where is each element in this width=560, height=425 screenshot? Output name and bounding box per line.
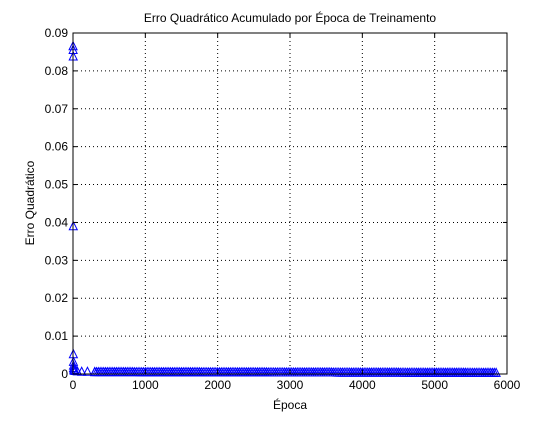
grid-lines xyxy=(73,33,507,374)
chart-title: Erro Quadrático Acumulado por Época de T… xyxy=(144,10,436,25)
y-tick-label: 0.06 xyxy=(45,140,69,154)
y-tick-label: 0.08 xyxy=(45,64,69,78)
data-point-marker xyxy=(491,367,501,377)
x-tick-label: 1000 xyxy=(132,378,159,392)
x-tick-label: 0 xyxy=(70,378,77,392)
x-tick-label: 4000 xyxy=(349,378,376,392)
x-tick-label: 6000 xyxy=(494,378,521,392)
plot-area xyxy=(73,33,507,374)
y-tick-label: 0.04 xyxy=(45,215,69,229)
y-tick-label: 0.09 xyxy=(45,26,69,40)
y-tick-label: 0 xyxy=(61,367,68,381)
y-tick-label: 0.02 xyxy=(45,291,69,305)
x-tick-label: 2000 xyxy=(204,378,231,392)
x-tick-label: 3000 xyxy=(277,378,304,392)
y-axis-label: Erro Quadrático xyxy=(23,160,37,245)
data-point-marker xyxy=(76,366,87,376)
x-axis-label: Época xyxy=(273,397,307,412)
data-points xyxy=(68,40,501,377)
y-tick-label: 0.05 xyxy=(45,178,69,192)
y-tick-label: 0.03 xyxy=(45,253,69,267)
y-tick-label: 0.01 xyxy=(45,329,69,343)
axis-ticks: 0 1000 2000 3000 4000 5000 6000 0 0.01 0.02 0.03 0.… xyxy=(45,26,521,392)
x-tick-label: 5000 xyxy=(421,378,448,392)
data-point-marker xyxy=(82,366,93,376)
y-tick-label: 0.07 xyxy=(45,102,69,116)
